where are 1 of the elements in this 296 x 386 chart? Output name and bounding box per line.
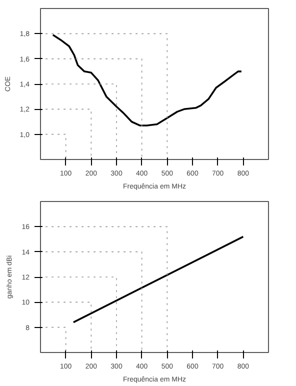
line-series [52, 34, 242, 126]
